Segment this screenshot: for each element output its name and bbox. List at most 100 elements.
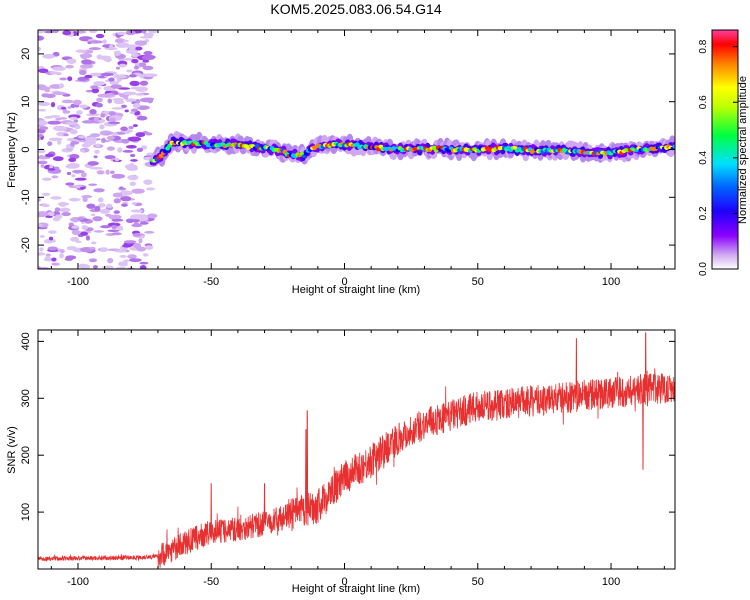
noise-blob [90,213,96,217]
noise-blob [139,35,153,39]
noise-blob [138,62,147,68]
noise-blob [51,257,57,262]
colorbar-tick-label: 0.4 [698,150,709,164]
noise-blob [107,98,113,104]
noise-blob [99,225,112,229]
noise-blob [78,69,87,76]
snr-y-tick-label: 200 [20,446,32,464]
noise-blob [47,211,55,216]
colorbar-tick-label: 0.8 [698,39,709,53]
noise-blob [99,247,108,253]
noise-blob [111,218,124,222]
noise-blob [107,229,120,232]
noise-blob [131,52,139,58]
noise-blob [128,258,142,263]
colorbar-ticks: 0.0 0.2 0.4 0.6 0.8 [698,39,738,276]
noise-blob [78,135,86,139]
noise-blob [96,97,104,103]
noise-blob [135,99,141,104]
noise-blob [76,30,87,34]
noise-blob [41,177,52,181]
noise-blob [72,169,85,174]
noise-blob [117,147,123,153]
noise-blob [89,40,103,44]
snr-x-tick-label: -100 [67,576,89,588]
noise-blob [129,153,136,158]
noise-blob [104,155,116,160]
noise-blob [136,246,146,252]
noise-blob [111,224,118,230]
snr-y-axis-label: SNR (v/v) [6,426,18,474]
noise-blob [118,63,127,68]
noise-blob [100,113,106,118]
noise-blob [38,68,49,74]
snr-y-ticks: 100 200 300 400 [20,332,675,521]
noise-blob [99,124,105,130]
noise-blob [54,214,63,220]
noise-blob [92,216,103,222]
ridge-core [303,152,309,156]
noise-blob [85,235,91,241]
ridge-core [158,153,164,158]
noise-blob [65,64,74,69]
noise-blob [47,246,58,251]
snr-x-tick-label: 50 [472,576,484,588]
noise-blob [67,106,72,109]
noise-blob [110,84,123,89]
noise-blob [65,121,78,126]
noise-blob [86,113,100,117]
noise-blob [146,187,155,191]
noise-blob [63,133,69,137]
figure-title: KOM5.2025.083.06.54.G14 [270,1,441,17]
noise-blob [44,255,51,261]
noise-blob [122,91,137,96]
noise-blob [38,133,44,137]
noise-blob [39,247,44,252]
noise-blob [110,170,115,174]
noise-blob [139,80,149,86]
noise-blob [73,99,82,106]
snr-x-ticks: -100 -50 0 50 100 [50,330,665,588]
noise-blob [89,246,96,250]
noise-blob [127,254,137,259]
noise-blob [86,203,96,209]
noise-blob [143,50,153,56]
noise-blob [120,195,132,202]
noise-blob [70,141,76,147]
noise-blob [141,145,148,150]
noise-blob [131,58,139,64]
noise-blob [115,66,121,70]
noise-blob [129,181,136,187]
noise-blob [59,249,65,254]
noise-blob [123,39,129,43]
noise-blob [81,120,96,124]
noise-blob [115,42,130,48]
noise-blob [93,155,98,159]
noise-blob [47,120,62,125]
noise-blob [87,161,99,166]
noise-blob [85,89,93,93]
noise-blob [89,30,98,34]
noise-blob [99,208,110,214]
noise-blob [121,244,133,248]
noise-blob [148,30,157,34]
noise-blob [80,264,90,269]
noise-blob [126,69,133,73]
noise-blob [38,30,45,34]
noise-blob [131,201,137,205]
noise-blob [131,223,143,228]
noise-blob [129,111,136,115]
noise-blob [80,172,87,178]
noise-blob [136,115,148,121]
noise-blob [143,73,158,78]
noise-blob [108,117,116,123]
noise-blob [128,74,137,78]
noise-blob [140,235,145,239]
noise-blob [39,235,45,238]
noise-blob [38,46,42,52]
noise-blob [74,177,87,181]
noise-blob [114,157,120,162]
noise-blob [122,193,127,197]
noise-blob [54,207,61,213]
noise-blob [38,136,41,141]
